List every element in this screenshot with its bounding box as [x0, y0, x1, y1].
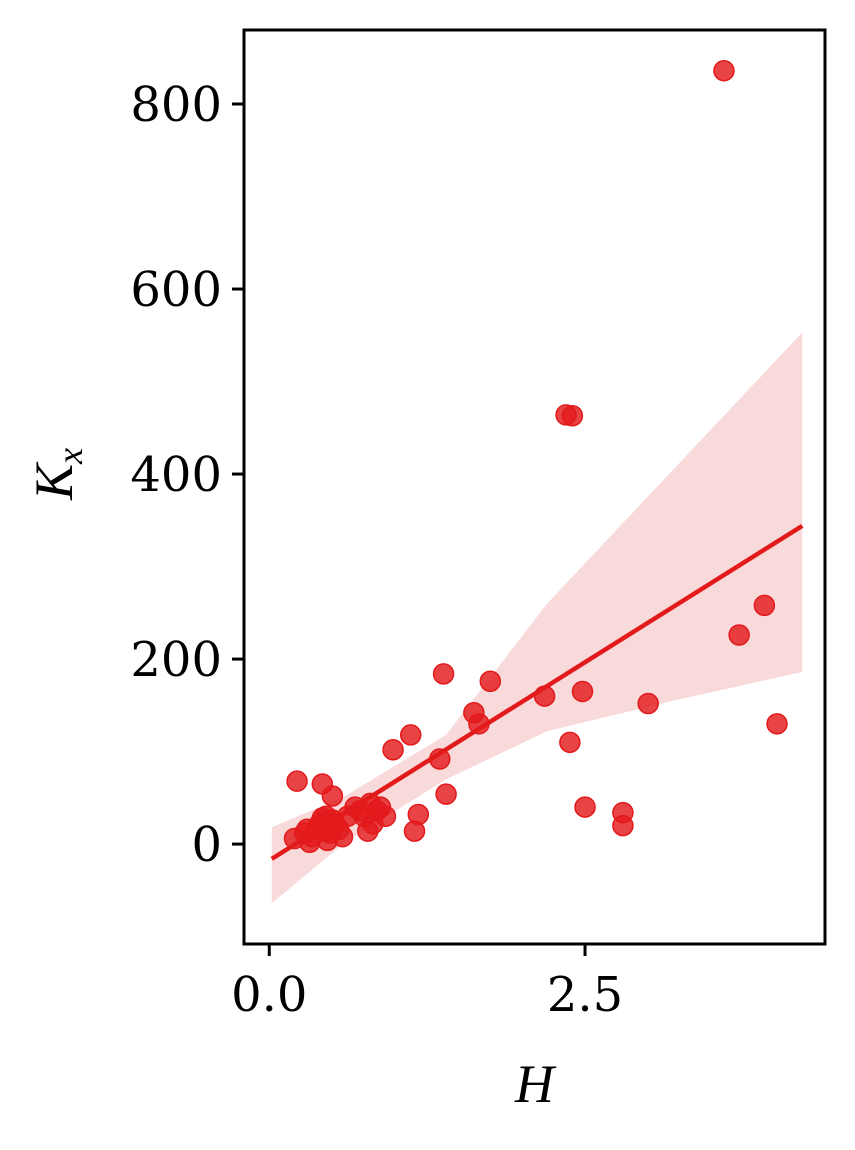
y-tick-label: 0: [191, 817, 222, 873]
data-points-layer: [283, 59, 788, 853]
confidence-band: [271, 332, 803, 904]
data-point: [382, 738, 404, 761]
y-tick-label: 400: [130, 447, 222, 503]
y-tick-label: 200: [130, 632, 222, 688]
data-point: [753, 594, 776, 617]
x-axis-label: H: [514, 1054, 557, 1114]
data-point: [432, 663, 455, 685]
y-axis-ticks: 0 200 400 600 800: [130, 77, 244, 873]
y-axis-label-main: K: [24, 461, 84, 501]
data-point: [399, 724, 422, 746]
data-point: [559, 731, 581, 754]
y-tick-label: 600: [130, 262, 222, 318]
data-point: [713, 59, 735, 82]
plot-frame: [242, 28, 827, 946]
data-point: [561, 405, 584, 427]
data-point: [571, 680, 594, 703]
regression-line: [270, 523, 804, 861]
x-axis-ticks: 0.0 2.5: [231, 944, 623, 1023]
data-point: [574, 796, 596, 818]
data-point: [331, 825, 354, 848]
confidence-band-layer: [271, 332, 803, 904]
data-point: [479, 670, 502, 693]
y-axis-label-subscript: x: [50, 448, 90, 465]
data-point: [435, 783, 457, 805]
regression-line-layer: [270, 523, 804, 861]
data-point: [321, 785, 344, 807]
x-tick-label: 2.5: [547, 967, 623, 1023]
y-axis-label: Kx: [24, 448, 90, 501]
y-tick-label: 800: [130, 77, 222, 133]
data-point: [637, 692, 659, 715]
data-point: [612, 814, 634, 837]
data-point: [728, 624, 750, 646]
data-point: [407, 803, 430, 826]
data-point: [374, 805, 397, 828]
data-point: [286, 770, 308, 792]
x-tick-label: 0.0: [231, 967, 307, 1023]
data-point: [766, 713, 788, 735]
